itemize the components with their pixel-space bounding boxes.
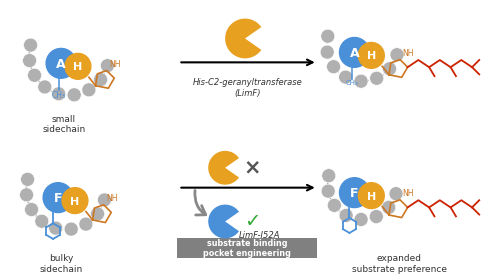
Circle shape (90, 207, 104, 221)
Circle shape (64, 222, 78, 236)
Circle shape (82, 83, 96, 97)
Circle shape (358, 43, 384, 68)
Wedge shape (225, 18, 262, 58)
Circle shape (382, 62, 396, 76)
Circle shape (339, 209, 353, 222)
Circle shape (328, 199, 342, 212)
Circle shape (38, 80, 52, 94)
Circle shape (340, 178, 370, 207)
Circle shape (354, 213, 368, 227)
Text: small
sidechain: small sidechain (42, 115, 86, 134)
Text: A: A (350, 47, 359, 60)
Circle shape (390, 48, 404, 62)
Text: H: H (366, 192, 376, 202)
FancyArrowPatch shape (195, 190, 205, 215)
Text: NH: NH (109, 60, 120, 69)
Circle shape (94, 73, 108, 87)
Circle shape (20, 188, 34, 202)
Circle shape (52, 87, 66, 101)
Circle shape (358, 183, 384, 209)
Circle shape (24, 38, 38, 52)
Circle shape (20, 172, 34, 186)
Circle shape (67, 88, 81, 102)
FancyBboxPatch shape (178, 238, 316, 258)
Circle shape (46, 48, 76, 78)
Circle shape (65, 53, 91, 79)
Text: bulky
sidechain: bulky sidechain (40, 254, 82, 274)
Text: A: A (56, 58, 66, 71)
Text: H: H (74, 62, 82, 72)
Text: substrate binding
pocket engineering: substrate binding pocket engineering (203, 239, 291, 258)
Circle shape (340, 38, 370, 67)
Circle shape (28, 68, 42, 82)
Circle shape (79, 217, 93, 231)
Text: NH: NH (106, 194, 118, 203)
Text: NH: NH (402, 49, 414, 58)
Circle shape (100, 59, 114, 73)
Text: ×: × (243, 158, 260, 178)
Circle shape (22, 54, 36, 67)
Circle shape (382, 200, 396, 214)
Text: LimF-I52A: LimF-I52A (239, 231, 281, 241)
Circle shape (338, 70, 352, 84)
Text: His-C2-geranyltransferase
(LimF): His-C2-geranyltransferase (LimF) (193, 78, 303, 98)
Circle shape (321, 184, 335, 198)
Text: H: H (70, 197, 80, 207)
Circle shape (35, 214, 49, 228)
Text: NH: NH (402, 189, 414, 198)
Circle shape (320, 45, 334, 59)
Circle shape (326, 60, 340, 74)
Circle shape (49, 221, 62, 235)
Wedge shape (208, 151, 239, 185)
Text: F: F (350, 187, 358, 200)
Wedge shape (208, 205, 239, 238)
Circle shape (389, 187, 403, 201)
Text: CH₃: CH₃ (52, 91, 66, 100)
Circle shape (321, 29, 335, 43)
Circle shape (354, 74, 368, 88)
Circle shape (322, 169, 336, 183)
Circle shape (370, 210, 384, 223)
Text: F: F (54, 192, 62, 205)
Circle shape (62, 188, 88, 214)
Text: expanded
substrate preference: expanded substrate preference (352, 254, 446, 274)
Text: ✓: ✓ (244, 212, 260, 231)
Circle shape (370, 71, 384, 85)
Text: CH₃: CH₃ (346, 80, 359, 86)
Circle shape (98, 193, 112, 207)
Text: H: H (366, 52, 376, 61)
Circle shape (43, 183, 73, 213)
Circle shape (24, 202, 38, 216)
